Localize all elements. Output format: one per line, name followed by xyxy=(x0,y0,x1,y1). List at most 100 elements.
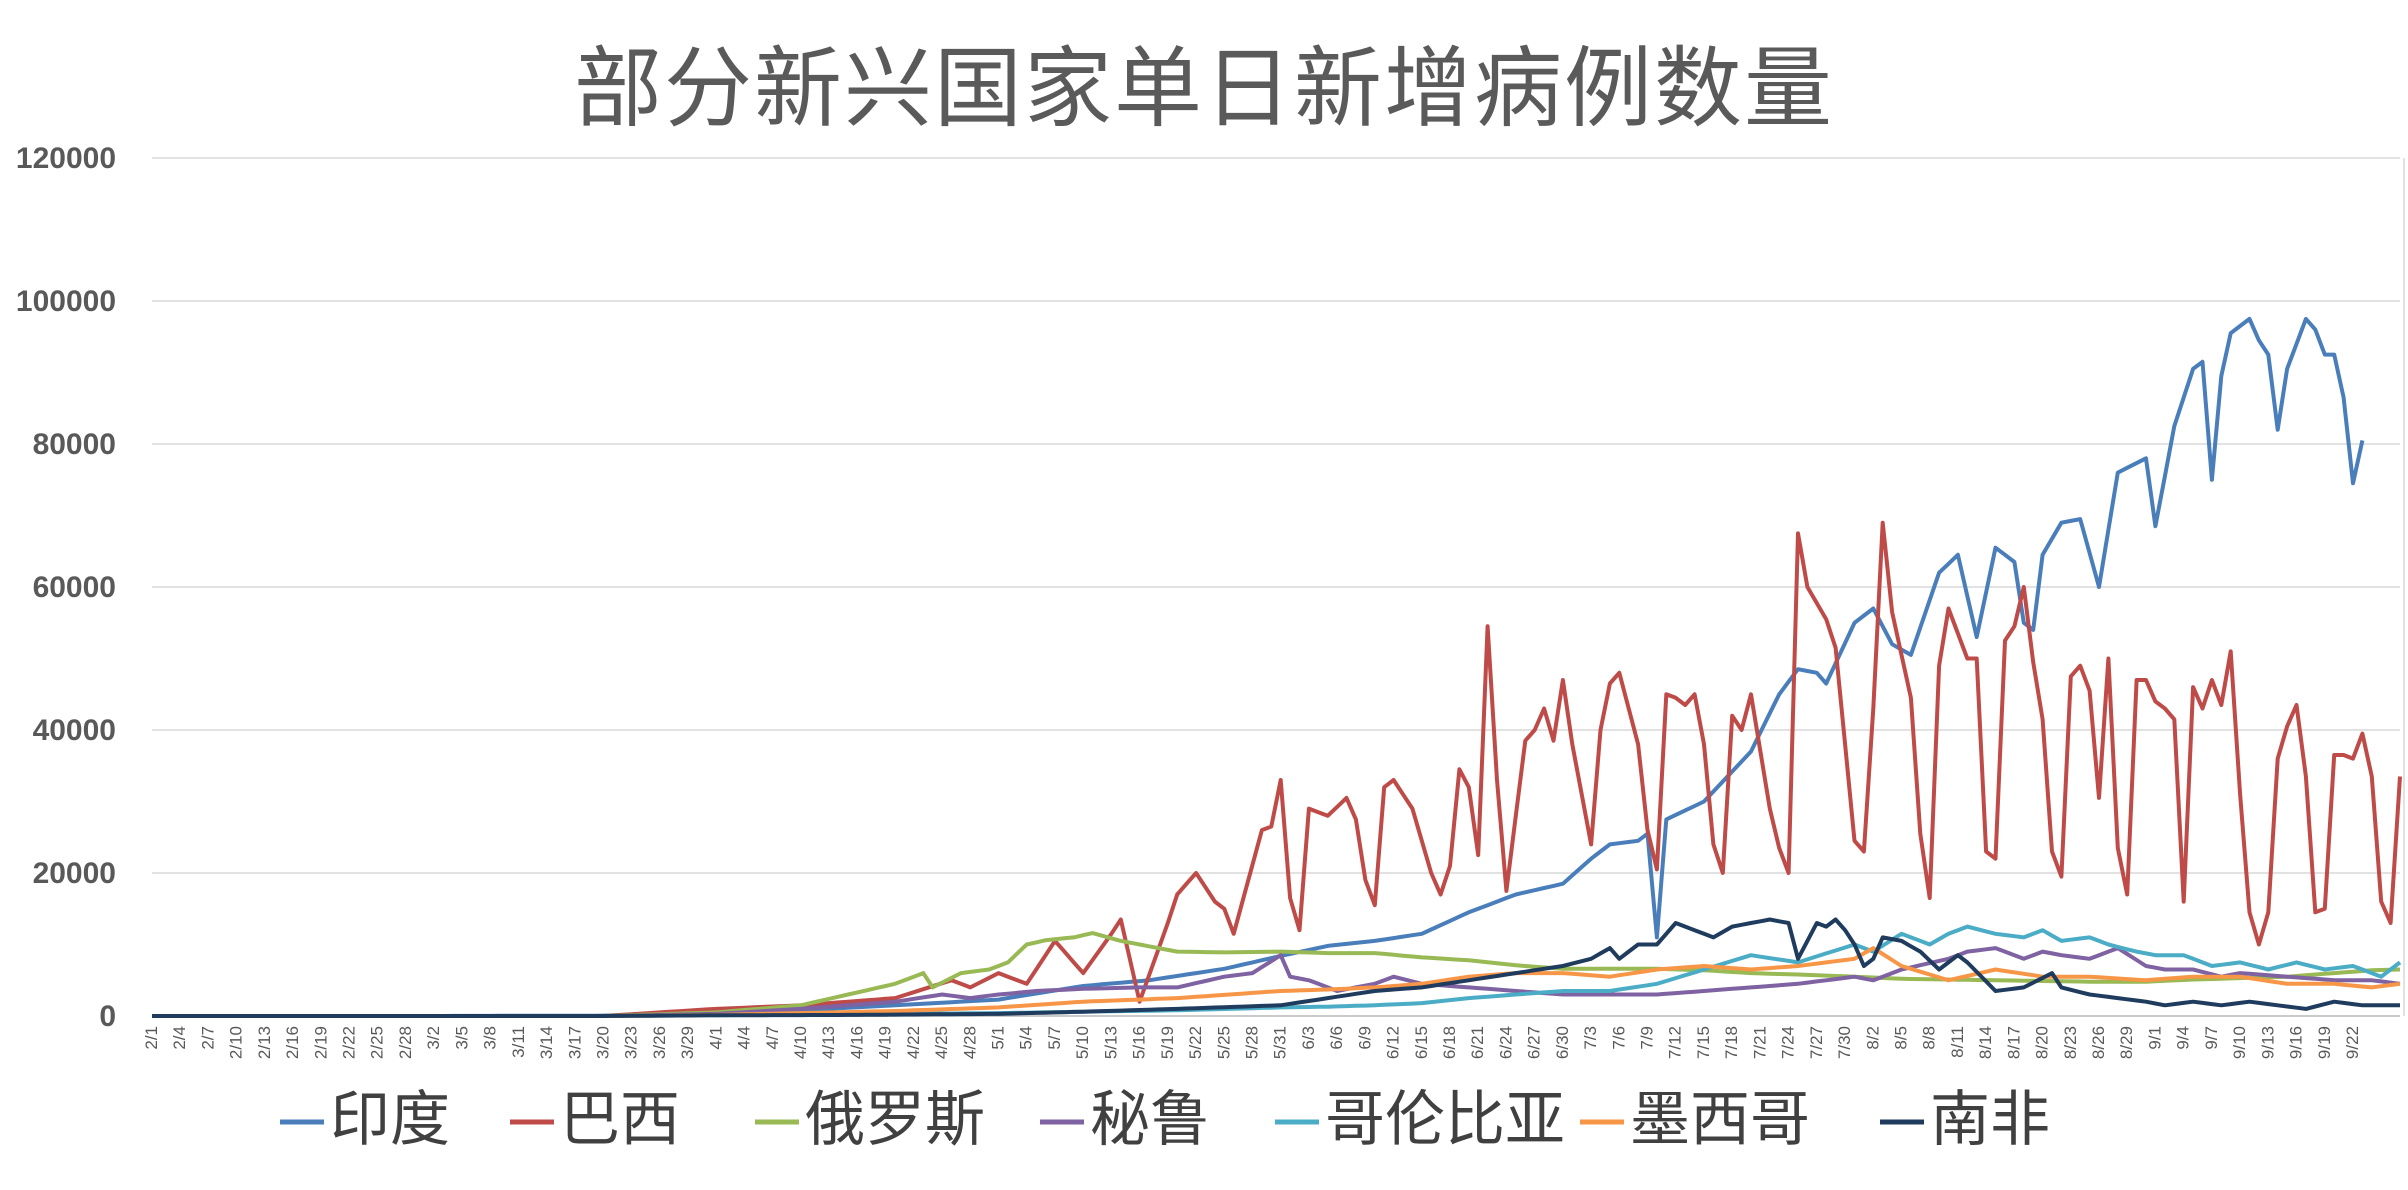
series-line xyxy=(152,316,2365,1018)
y-tick-label: 20000 xyxy=(33,857,116,890)
x-tick-label: 6/18 xyxy=(1440,1026,1459,1059)
y-tick-label: 0 xyxy=(99,1000,116,1033)
x-tick-label: 2/25 xyxy=(368,1026,387,1059)
x-tick-label: 7/3 xyxy=(1581,1026,1600,1050)
y-tick-label: 80000 xyxy=(33,428,116,461)
x-tick-label: 7/12 xyxy=(1666,1026,1685,1059)
x-tick-label: 8/26 xyxy=(2089,1026,2108,1059)
x-tick-label: 7/18 xyxy=(1722,1026,1741,1059)
x-tick-label: 7/9 xyxy=(1638,1026,1657,1050)
x-tick-label: 2/22 xyxy=(340,1026,359,1059)
x-tick-label: 2/10 xyxy=(227,1026,246,1059)
legend-item: 南非 xyxy=(1880,1085,2050,1155)
x-tick-label: 6/9 xyxy=(1355,1026,1374,1050)
legend-item: 哥伦比亚 xyxy=(1275,1085,1565,1155)
x-tick-label: 6/12 xyxy=(1384,1026,1403,1059)
x-tick-label: 3/14 xyxy=(537,1026,556,1059)
legend-label: 哥伦比亚 xyxy=(1325,1085,1565,1155)
chart-title: 部分新兴国家单日新增病例数量 xyxy=(573,37,1834,140)
x-tick-label: 4/25 xyxy=(932,1026,951,1059)
x-tick-label: 8/11 xyxy=(1948,1026,1967,1058)
x-tick-label: 7/15 xyxy=(1694,1026,1713,1059)
y-tick-label: 100000 xyxy=(16,285,116,318)
x-tick-label: 3/2 xyxy=(424,1026,443,1050)
y-tick-label: 40000 xyxy=(33,714,116,747)
x-tick-label: 3/23 xyxy=(622,1026,641,1059)
legend-label: 秘鲁 xyxy=(1090,1085,1210,1155)
x-tick-label: 7/21 xyxy=(1750,1026,1769,1059)
legend-label: 墨西哥 xyxy=(1630,1085,1810,1155)
x-tick-label: 8/23 xyxy=(2061,1026,2080,1059)
x-tick-label: 3/17 xyxy=(565,1026,584,1059)
series-5 xyxy=(152,924,2402,1018)
x-tick-label: 8/2 xyxy=(1863,1026,1882,1050)
legend-label: 南非 xyxy=(1930,1085,2050,1155)
x-tick-label: 6/3 xyxy=(1299,1026,1318,1050)
x-tick-label: 2/7 xyxy=(198,1026,217,1050)
legend-item: 俄罗斯 xyxy=(755,1085,985,1155)
x-tick-label: 4/4 xyxy=(735,1026,754,1050)
x-tick-label: 5/10 xyxy=(1073,1026,1092,1059)
series-line xyxy=(152,917,2400,1018)
x-tick-label: 5/28 xyxy=(1242,1026,1261,1059)
x-tick-label: 6/24 xyxy=(1496,1026,1515,1059)
legend-label: 俄罗斯 xyxy=(805,1085,985,1155)
x-tick-label: 5/7 xyxy=(1045,1026,1064,1050)
x-tick-label: 5/19 xyxy=(1158,1026,1177,1059)
x-tick-label: 4/1 xyxy=(706,1026,725,1050)
x-tick-label: 2/4 xyxy=(170,1026,189,1050)
x-tick-label: 4/16 xyxy=(847,1026,866,1059)
x-tick-label: 9/1 xyxy=(2145,1026,2164,1050)
series-line xyxy=(152,924,2402,1018)
x-tick-label: 9/22 xyxy=(2343,1026,2362,1059)
x-tick-label: 9/10 xyxy=(2230,1026,2249,1059)
x-tick-label: 6/30 xyxy=(1553,1026,1572,1059)
x-tick-label: 4/22 xyxy=(904,1026,923,1059)
legend-label: 印度 xyxy=(330,1085,450,1155)
x-tick-label: 5/13 xyxy=(1101,1026,1120,1059)
series-7 xyxy=(152,917,2400,1018)
x-tick-label: 2/28 xyxy=(396,1026,415,1059)
x-tick-label: 8/5 xyxy=(1891,1026,1910,1050)
x-tick-label: 2/16 xyxy=(283,1026,302,1059)
legend-item: 印度 xyxy=(280,1085,450,1155)
x-tick-label: 2/19 xyxy=(311,1026,330,1059)
x-tick-label: 7/30 xyxy=(1835,1026,1854,1059)
x-tick-label: 5/31 xyxy=(1271,1026,1290,1059)
x-tick-label: 2/1 xyxy=(142,1026,161,1050)
x-tick-label: 9/16 xyxy=(2287,1026,2306,1059)
y-tick-label: 120000 xyxy=(16,142,116,175)
x-tick-label: 8/14 xyxy=(1976,1026,1995,1059)
x-tick-label: 2/13 xyxy=(255,1026,274,1059)
x-tick-label: 9/4 xyxy=(2174,1026,2193,1050)
legend-label: 巴西 xyxy=(560,1085,680,1155)
series-1 xyxy=(152,316,2365,1018)
x-tick-label: 5/1 xyxy=(989,1026,1008,1050)
x-tick-label: 5/25 xyxy=(1214,1026,1233,1059)
x-tick-label: 4/19 xyxy=(876,1026,895,1059)
x-tick-label: 5/16 xyxy=(1130,1026,1149,1059)
x-tick-label: 6/6 xyxy=(1327,1026,1346,1050)
x-tick-label: 4/13 xyxy=(819,1026,838,1059)
x-tick-label: 7/6 xyxy=(1609,1026,1628,1050)
x-tick-label: 3/8 xyxy=(481,1026,500,1050)
x-tick-label: 3/26 xyxy=(650,1026,669,1059)
x-tick-label: 9/7 xyxy=(2202,1026,2221,1050)
x-tick-label: 8/8 xyxy=(1920,1026,1939,1050)
x-tick-label: 9/13 xyxy=(2258,1026,2277,1059)
x-tick-label: 6/21 xyxy=(1468,1026,1487,1059)
x-tick-label: 4/10 xyxy=(791,1026,810,1059)
x-tick-label: 8/29 xyxy=(2117,1026,2136,1059)
x-tick-label: 7/24 xyxy=(1779,1026,1798,1059)
y-gridlines xyxy=(152,157,2400,1017)
x-tick-label: 8/17 xyxy=(2004,1026,2023,1059)
legend-item: 秘鲁 xyxy=(1040,1085,1210,1155)
legend-item: 墨西哥 xyxy=(1580,1085,1810,1155)
x-tick-label: 3/11 xyxy=(509,1026,528,1058)
legend-item: 巴西 xyxy=(510,1085,680,1155)
y-tick-label: 60000 xyxy=(33,571,116,604)
x-tick-label: 4/28 xyxy=(960,1026,979,1059)
x-tick-label: 4/7 xyxy=(763,1026,782,1050)
x-tick-label: 5/4 xyxy=(1017,1026,1036,1050)
